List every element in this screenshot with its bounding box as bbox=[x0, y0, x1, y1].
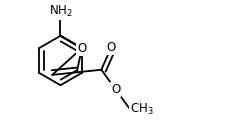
Text: CH$_3$: CH$_3$ bbox=[130, 102, 154, 117]
Text: O: O bbox=[107, 41, 116, 54]
Text: O: O bbox=[77, 42, 86, 55]
Text: O: O bbox=[111, 83, 120, 96]
Text: NH$_2$: NH$_2$ bbox=[49, 3, 72, 19]
